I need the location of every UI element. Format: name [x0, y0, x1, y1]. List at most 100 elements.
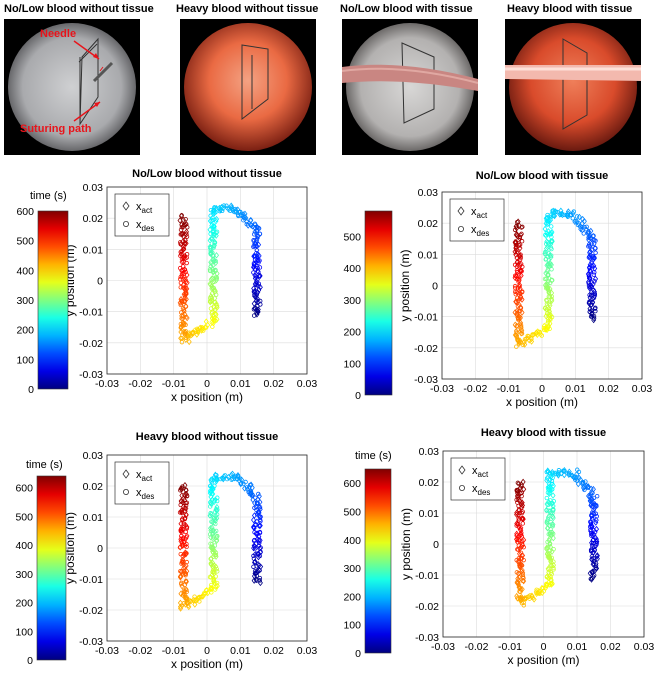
x-des-point: [550, 510, 555, 516]
x-act-point: [183, 505, 189, 512]
x-act-point: [210, 229, 216, 236]
x-act-point: [518, 290, 524, 297]
x-act-point: [544, 517, 550, 525]
colorbar-tick-label: 300: [15, 569, 33, 581]
x-act-point: [214, 252, 220, 259]
x-act-point: [561, 467, 567, 474]
x-tick-label: -0.03: [431, 641, 455, 653]
x-act-point: [546, 240, 552, 248]
x-des-point: [518, 323, 524, 328]
x-act-point: [213, 217, 219, 225]
x-des-point: [251, 261, 257, 266]
x-act-point: [248, 216, 254, 224]
x-act-point: [513, 272, 519, 280]
x-des-point: [253, 522, 258, 528]
x-act-point: [545, 565, 551, 573]
x-act-point: [587, 493, 593, 500]
x-des-point: [183, 586, 188, 592]
x-act-point: [581, 482, 587, 490]
x-act-point: [192, 597, 198, 604]
x-act-point: [226, 206, 232, 213]
x-tick-label: 0.03: [297, 378, 318, 390]
x-des-point: [213, 289, 218, 294]
y-tick-label: 0.02: [83, 481, 104, 493]
x-axis-label: x position (m): [171, 390, 243, 404]
x-act-point: [208, 534, 214, 541]
x-act-point: [558, 469, 564, 477]
x-des-point: [183, 285, 189, 291]
x-des-point: [545, 212, 550, 218]
x-des-point: [244, 485, 250, 490]
x-act-point: [521, 536, 527, 544]
x-act-point: [178, 324, 184, 332]
x-act-point: [228, 202, 234, 210]
x-des-point: [211, 256, 216, 261]
colorbar-tick-label: 0: [27, 655, 33, 667]
x-des-point: [181, 285, 186, 290]
x-des-point: [516, 279, 521, 284]
x-act-point: [586, 284, 592, 292]
legend-subscript: act: [142, 206, 153, 215]
x-act-point: [592, 502, 598, 509]
x-act-point: [257, 522, 263, 529]
x-act-point: [575, 480, 581, 488]
x-des-point: [209, 501, 214, 507]
x-act-point: [518, 293, 524, 300]
x-act-point: [548, 254, 554, 261]
x-tick-label: 0.02: [263, 378, 284, 390]
x-des-point: [543, 257, 548, 262]
x-tick-label: 0: [541, 641, 547, 653]
x-des-point: [551, 559, 556, 564]
x-act-point: [208, 527, 214, 534]
x-act-point: [545, 468, 551, 476]
colorbar-tick-label: 500: [343, 506, 361, 518]
y-tick-label: 0.02: [83, 213, 104, 225]
x-act-point: [214, 582, 220, 590]
x-des-point: [182, 551, 187, 557]
x-act-point: [512, 239, 518, 247]
x-act-point: [214, 215, 220, 223]
x-act-point: [220, 204, 226, 212]
x-act-point: [213, 311, 219, 318]
x-act-point: [516, 338, 522, 346]
y-axis-label: y position (m): [399, 508, 413, 580]
x-act-point: [216, 204, 222, 212]
legend-box: [449, 198, 505, 242]
x-act-point: [593, 534, 599, 542]
x-act-point: [513, 298, 519, 305]
x-act-point: [177, 299, 183, 306]
x-des-point: [179, 485, 184, 491]
x-des-point: [593, 246, 598, 251]
colorbar-tick-label: 600: [343, 478, 361, 490]
x-act-point: [550, 521, 556, 528]
x-tick-label: -0.02: [465, 641, 489, 653]
x-des-point: [551, 567, 556, 572]
x-des-point: [591, 288, 596, 293]
y-tick-label: 0: [433, 539, 439, 551]
x-act-point: [184, 594, 190, 602]
x-act-point: [242, 485, 248, 492]
x-tick-label: 0.01: [565, 383, 586, 395]
x-des-point: [178, 285, 183, 290]
x-des-point: [184, 251, 190, 257]
x-act-point: [550, 534, 556, 542]
x-act-point: [573, 474, 579, 481]
colorbar-tick-label: 500: [15, 511, 33, 523]
x-tick-label: 0.03: [297, 645, 318, 657]
x-act-point: [211, 242, 217, 250]
x-act-point: [594, 552, 600, 559]
x-act-point: [177, 217, 183, 224]
x-act-point: [213, 259, 219, 267]
x-des-point: [548, 472, 553, 477]
y-tick-label: -0.02: [414, 343, 438, 355]
x-act-point: [544, 477, 550, 484]
x-act-point: [547, 500, 553, 507]
x-des-point: [535, 590, 541, 596]
x-des-point: [208, 511, 213, 516]
x-tick-label: -0.01: [162, 645, 186, 657]
x-des-point: [548, 575, 553, 580]
x-act-point: [517, 550, 523, 557]
x-act-point: [549, 297, 555, 304]
x-act-point: [546, 490, 552, 497]
x-act-point: [558, 207, 564, 215]
